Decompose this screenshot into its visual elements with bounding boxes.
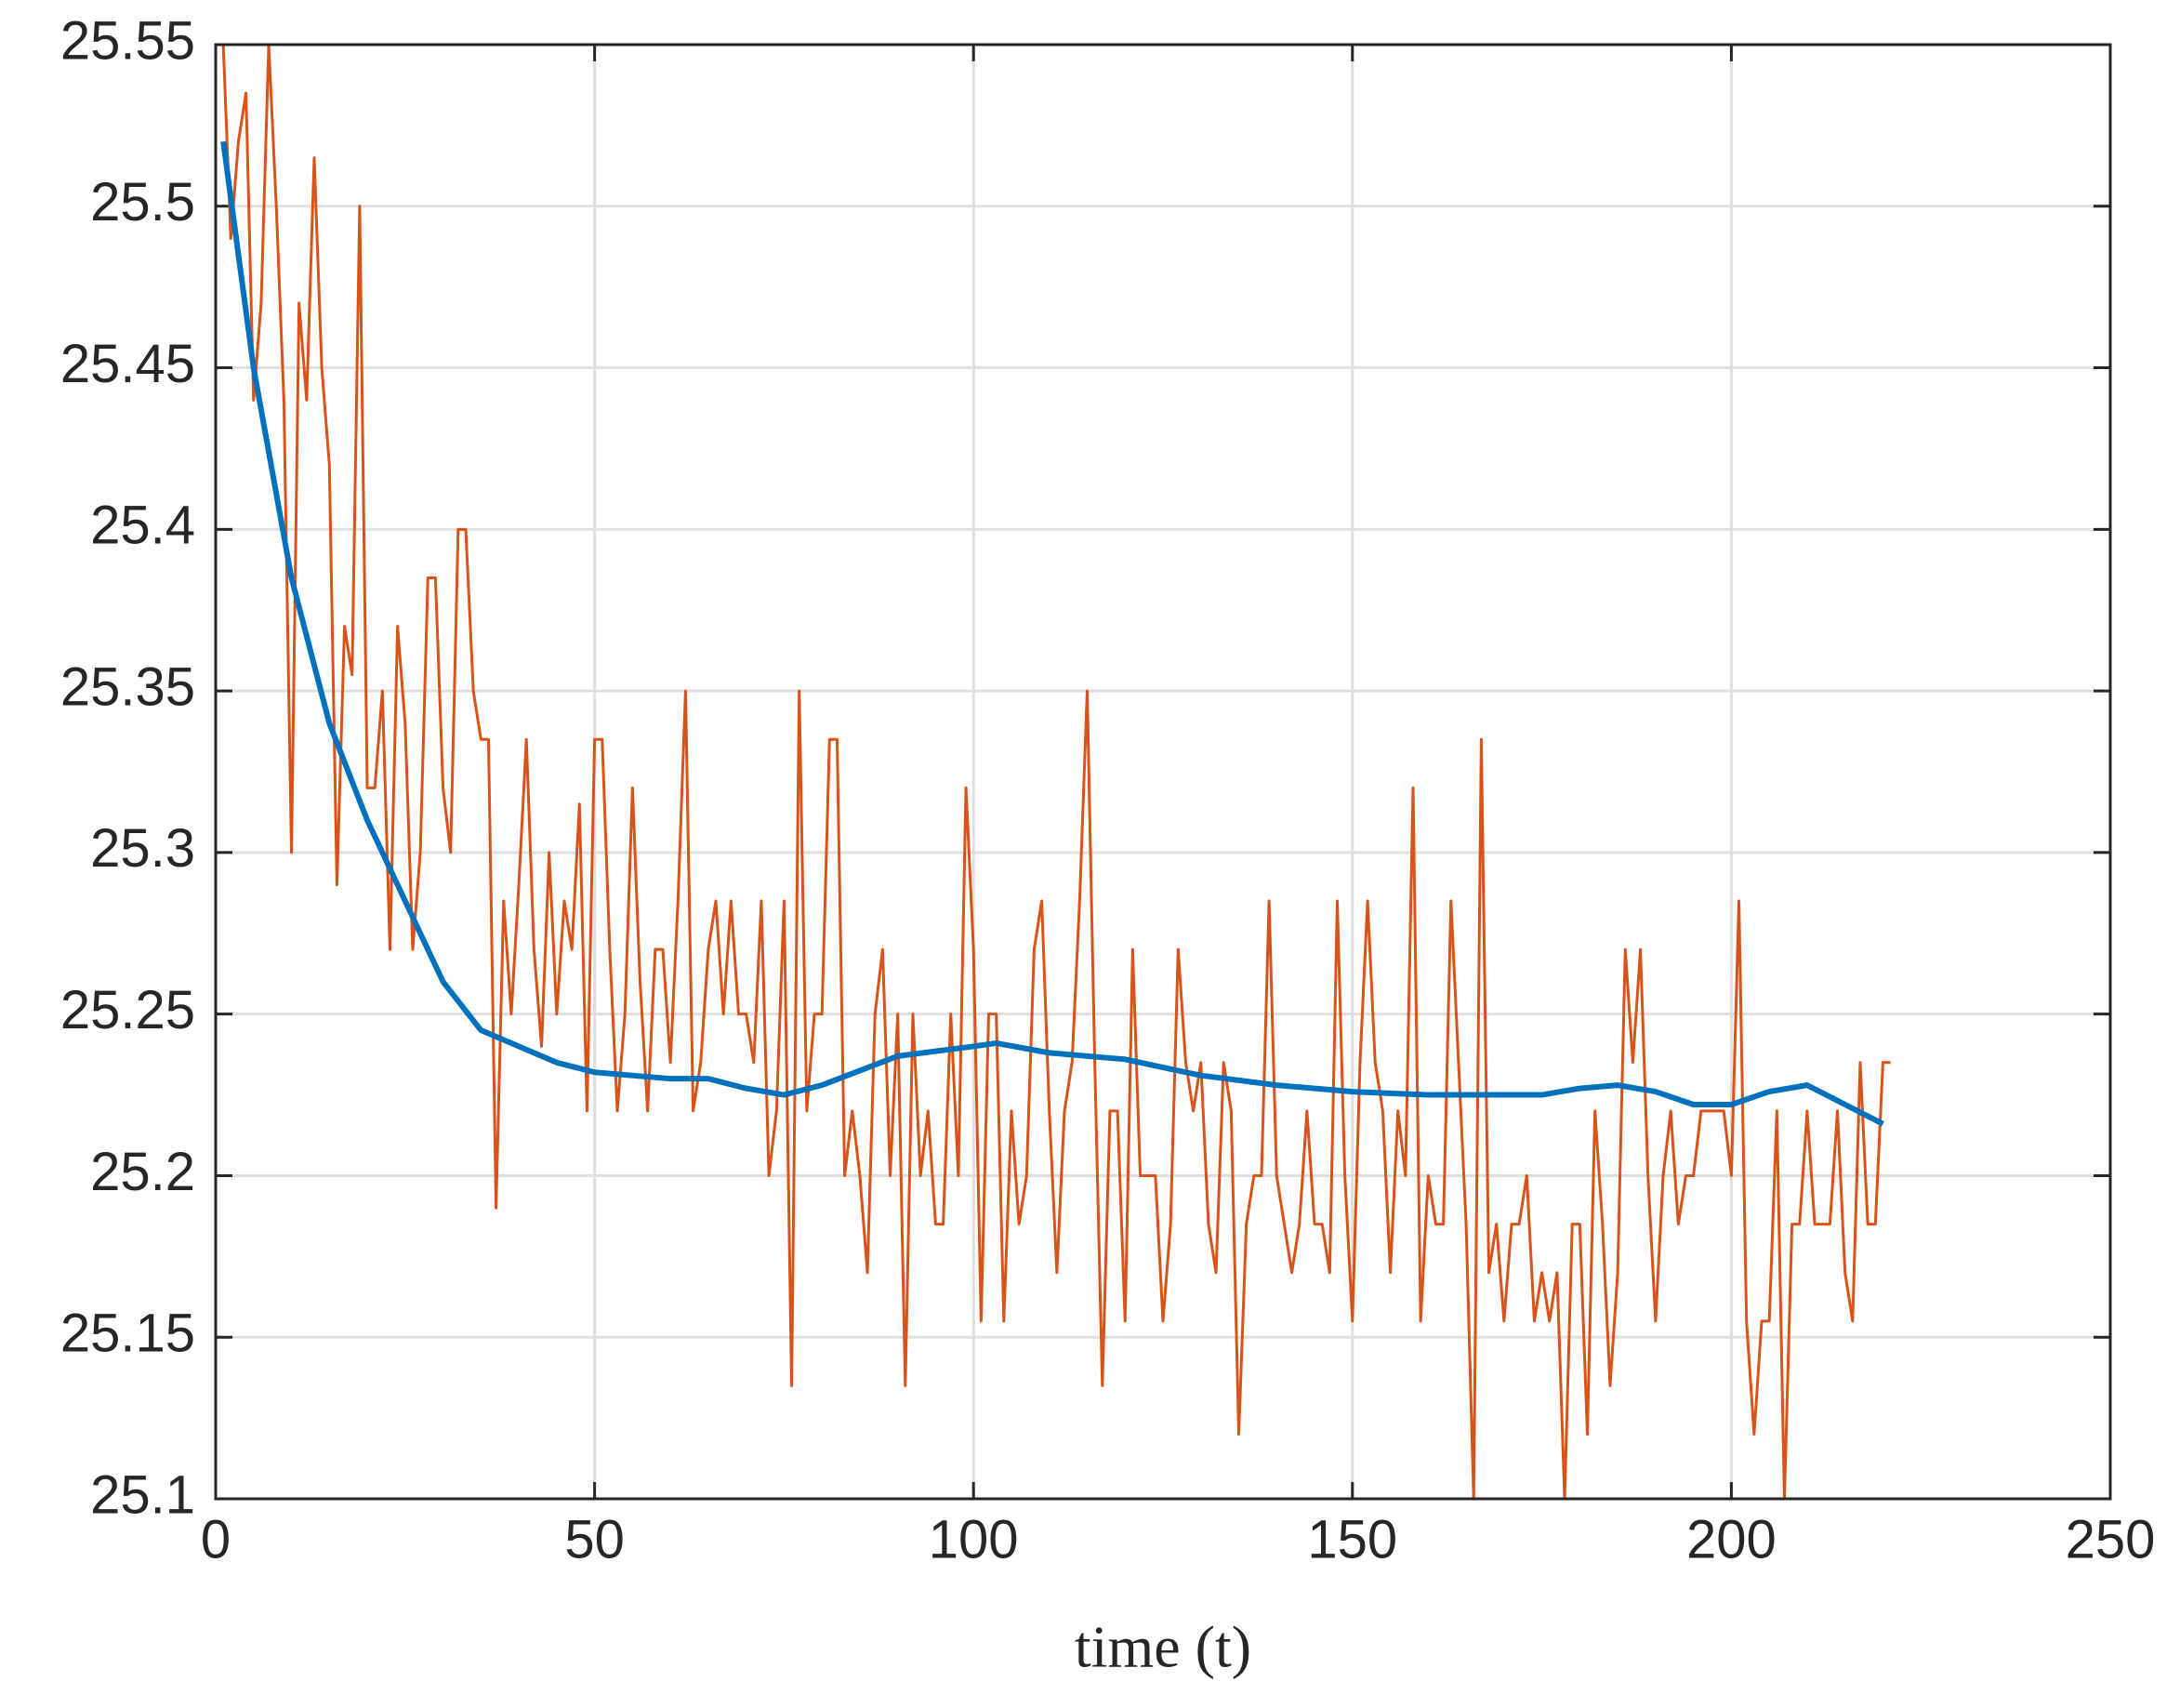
x-tick-label: 50	[564, 1509, 625, 1569]
y-tick-label: 25.25	[60, 980, 195, 1040]
x-tick-label: 0	[201, 1509, 231, 1569]
y-tick-label: 25.45	[60, 334, 195, 394]
y-tick-label: 25.35	[60, 656, 195, 717]
y-tick-label: 25.55	[60, 10, 195, 71]
plot-frame	[214, 43, 2112, 1501]
x-tick-label: 200	[1686, 1509, 1777, 1569]
y-tick-label: 25.2	[90, 1142, 195, 1202]
x-axis-label: time (t)	[1075, 1614, 1251, 1680]
x-tick-label: 100	[929, 1509, 1019, 1569]
series-line	[221, 43, 1891, 1501]
y-tick-label: 25.4	[90, 496, 195, 556]
y-tick-label: 25.3	[90, 818, 195, 879]
y-tick-label: 25.15	[60, 1304, 195, 1364]
x-tick-label: 150	[1307, 1509, 1397, 1569]
y-tick-label: 25.5	[90, 172, 195, 232]
x-tick-label: 250	[2066, 1509, 2156, 1569]
series-line	[220, 140, 1884, 1127]
y-tick-label: 25.1	[90, 1464, 195, 1525]
